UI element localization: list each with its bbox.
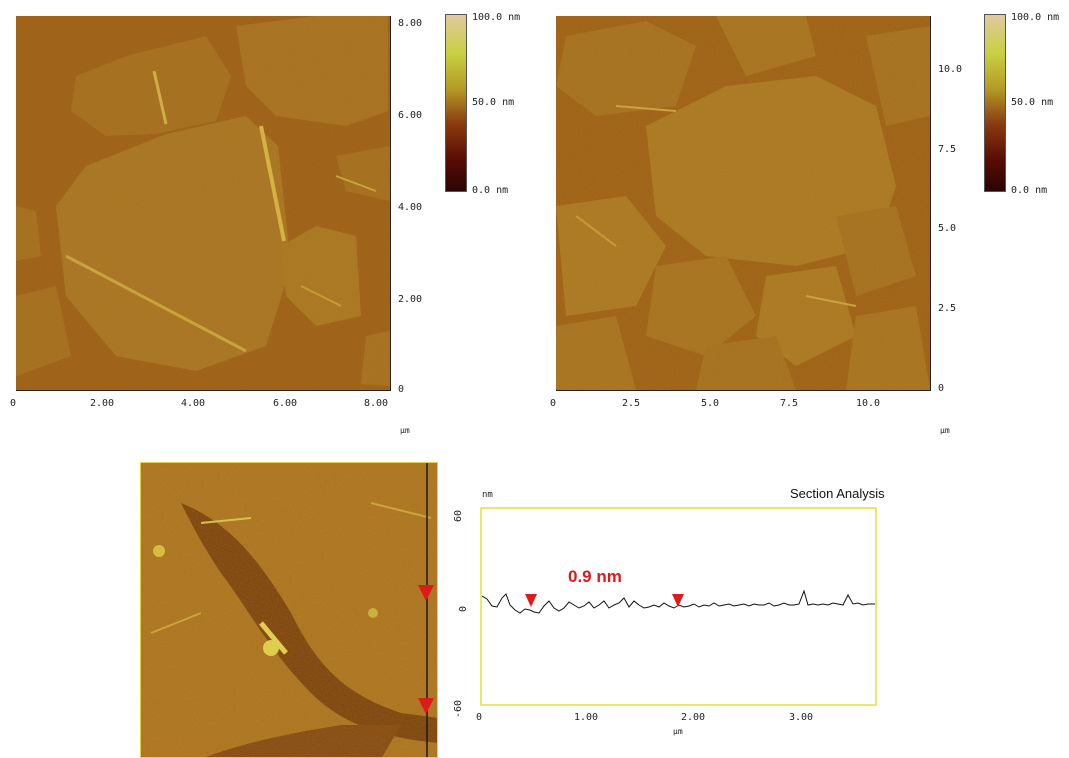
section-marker-right	[672, 594, 684, 607]
colorbar-a-bottom: 0.0 nm	[472, 185, 509, 196]
step-height-label: 0.9 nm	[568, 567, 622, 586]
x-tick-b-0: 0	[550, 398, 557, 409]
afm-image-b	[556, 16, 930, 390]
y-tick-b-3: 2.5	[938, 303, 957, 314]
y-tick-a-1: 6.00	[398, 110, 423, 121]
section-marker-left	[525, 594, 537, 607]
y-tick-b-1: 7.5	[938, 144, 957, 155]
colorbar-a-top: 100.0 nm	[472, 12, 521, 23]
y-tick-a-2: 4.00	[398, 202, 423, 213]
axis-line-b-y	[930, 16, 931, 391]
x-tick-a-2: 4.00	[181, 398, 206, 409]
y-tick-a-4: 0	[398, 384, 405, 395]
y-tick-b-2: 5.0	[938, 223, 957, 234]
x-tick-a-1: 2.00	[90, 398, 115, 409]
unit-a: µm	[400, 426, 410, 435]
section-x-tick-2: 2.00	[681, 712, 706, 723]
y-tick-b-0: 10.0	[938, 64, 963, 75]
colorbar-b	[984, 14, 1006, 192]
x-tick-b-3: 7.5	[780, 398, 799, 409]
x-tick-a-3: 6.00	[273, 398, 298, 409]
section-x-tick-3: 3.00	[789, 712, 814, 723]
section-y-tick-neg60: -60	[453, 699, 464, 718]
colorbar-b-top: 100.0 nm	[1011, 12, 1060, 23]
section-x-unit: µm	[673, 727, 683, 736]
unit-b: µm	[940, 426, 950, 435]
section-title: Section Analysis	[790, 486, 885, 501]
axis-line-a-x	[16, 390, 390, 391]
section-y-tick-0: 0	[458, 605, 469, 612]
x-tick-b-1: 2.5	[622, 398, 641, 409]
section-plot-frame	[480, 507, 877, 706]
x-tick-a-4: 8.00	[364, 398, 389, 409]
y-tick-a-3: 2.00	[398, 294, 423, 305]
y-tick-b-4: 0	[938, 383, 945, 394]
section-x-tick-0: 0	[476, 712, 483, 723]
section-x-tick-1: 1.00	[574, 712, 599, 723]
colorbar-a	[445, 14, 467, 192]
axis-line-b-x	[556, 390, 930, 391]
x-tick-b-4: 10.0	[856, 398, 881, 409]
axis-line-a-y	[390, 16, 391, 391]
marker-c-top	[418, 585, 434, 601]
afm-image-a	[16, 16, 390, 390]
y-tick-a-0: 8.00	[398, 18, 423, 29]
x-tick-a-0: 0	[10, 398, 17, 409]
colorbar-a-mid: 50.0 nm	[472, 97, 515, 108]
x-tick-b-2: 5.0	[701, 398, 720, 409]
colorbar-b-mid: 50.0 nm	[1011, 97, 1054, 108]
marker-c-bottom	[418, 698, 434, 714]
colorbar-b-bottom: 0.0 nm	[1011, 185, 1048, 196]
section-y-unit: nm	[482, 490, 493, 500]
afm-image-c	[140, 462, 438, 758]
section-y-tick-60: 60	[453, 509, 464, 522]
